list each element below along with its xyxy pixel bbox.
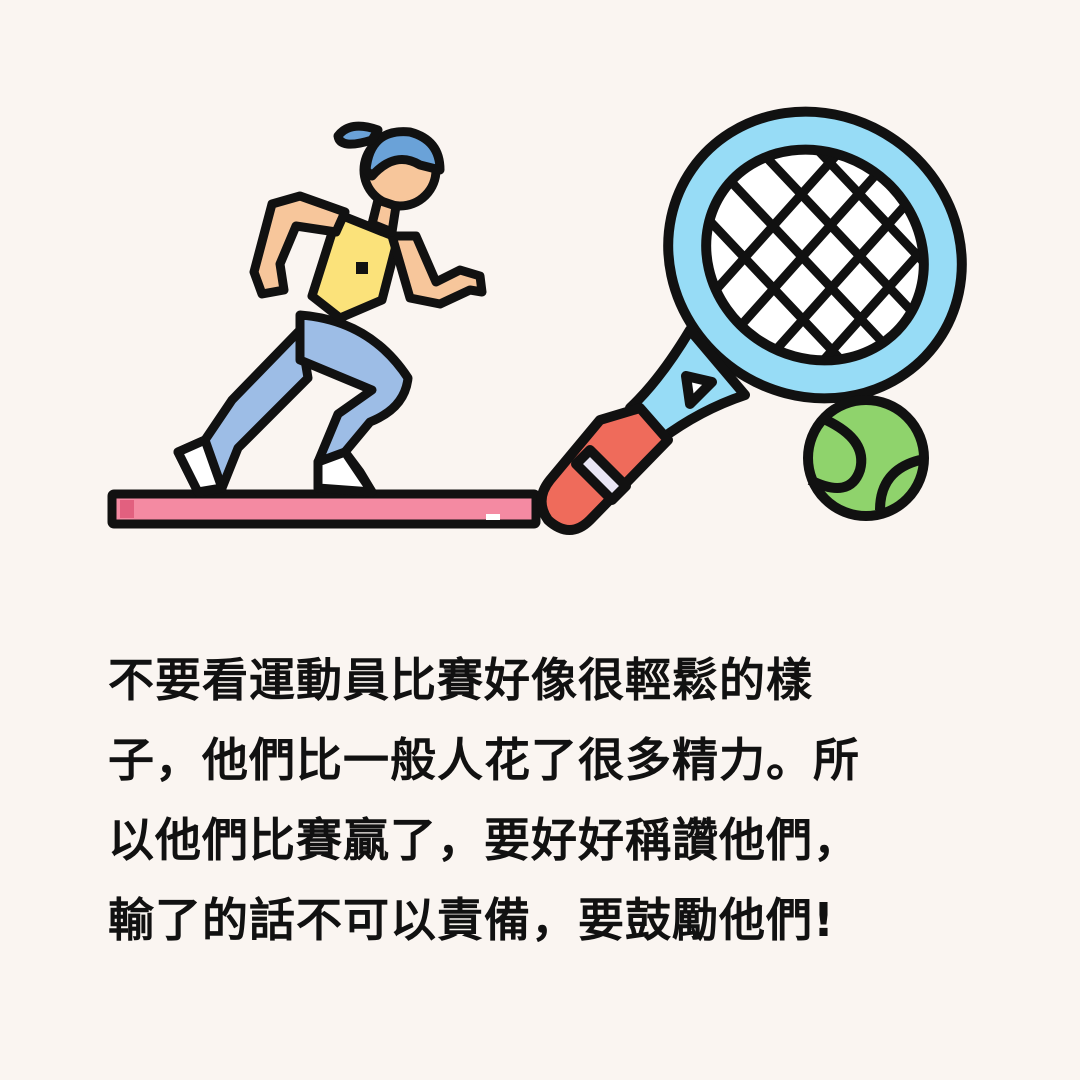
caption-line: 以他們比賽贏了，要好好稱讚他們， bbox=[108, 813, 860, 867]
tennis-racket-icon bbox=[536, 106, 967, 535]
track-icon bbox=[107, 489, 541, 529]
illustration bbox=[107, 106, 967, 535]
runner-icon bbox=[173, 121, 487, 497]
caption-line: 子，他們比一般人花了很多精力。所 bbox=[108, 733, 860, 787]
caption-line: 輸了的話不可以責備，要鼓勵他們! bbox=[108, 893, 835, 947]
tennis-ball-icon bbox=[803, 395, 929, 521]
caption-line: 不要看運動員比賽好像很輕鬆的樣 bbox=[108, 653, 813, 707]
caption-text-block: 不要看運動員比賽好像很輕鬆的樣 子，他們比一般人花了很多精力。所 以他們比賽贏了… bbox=[108, 640, 988, 960]
